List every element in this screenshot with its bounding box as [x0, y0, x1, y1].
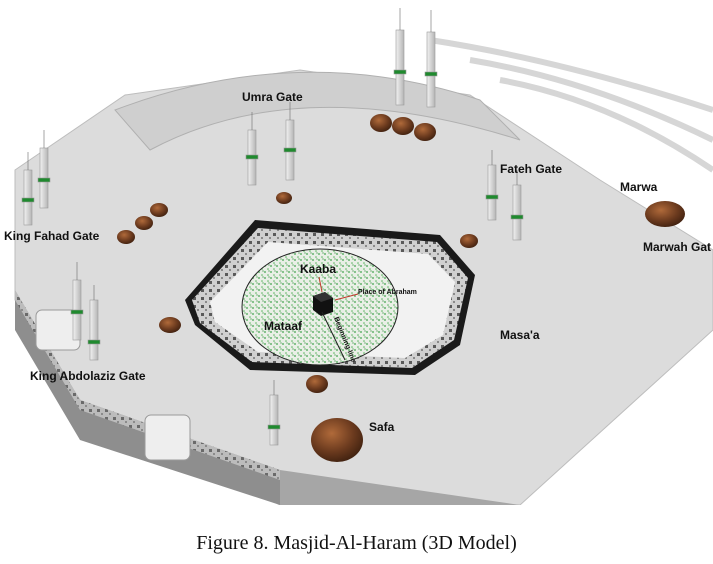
minaret	[87, 285, 101, 361]
dome	[370, 114, 392, 132]
dome	[117, 230, 135, 244]
minaret	[283, 102, 297, 181]
dome	[150, 203, 168, 217]
minaret	[510, 170, 524, 241]
minaret	[21, 152, 35, 226]
minaret	[267, 380, 281, 446]
umra-gate-label: Umra Gate	[242, 90, 303, 104]
figure-caption: Figure 8. Masjid-Al-Haram (3D Model)	[196, 532, 517, 554]
dome	[159, 317, 181, 333]
masjid-3d-model-figure: Umra Gate Fateh Gate Marwa Marwah Gat Ki…	[4, 8, 713, 505]
minaret	[393, 8, 407, 106]
masaa-label: Masa'a	[500, 328, 540, 342]
minaret	[37, 130, 51, 209]
dome	[392, 117, 414, 135]
dome	[460, 234, 478, 248]
kaaba-pointer	[318, 276, 323, 293]
abraham-pointer	[334, 293, 359, 301]
marwa-label: Marwa	[620, 180, 658, 194]
dome	[311, 418, 363, 462]
minaret	[485, 150, 499, 221]
dome	[276, 192, 292, 204]
kaaba-label: Kaaba	[300, 262, 336, 276]
place-of-abraham-label: Place of Abraham	[358, 289, 417, 296]
outer-arcs	[429, 37, 713, 173]
king-fahad-gate-label: King Fahad Gate	[4, 229, 100, 243]
dome	[306, 375, 328, 393]
marwah-gate-label: Marwah Gat	[643, 240, 711, 254]
minaret	[70, 262, 84, 341]
fateh-gate-label: Fateh Gate	[500, 162, 562, 176]
safa-label: Safa	[369, 420, 395, 434]
domes	[117, 114, 685, 462]
mataaf-label: Mataaf	[264, 319, 303, 333]
beginning-line	[321, 311, 346, 361]
kaaba	[313, 292, 333, 316]
minarets	[21, 8, 524, 446]
minaret	[424, 10, 438, 108]
front-right-wall	[280, 470, 520, 505]
king-abdolaziz-gate-label: King Abdolaziz Gate	[30, 369, 146, 383]
upper-arcade	[114, 71, 521, 151]
minaret	[245, 112, 259, 186]
front-block	[144, 414, 191, 461]
dome	[135, 216, 153, 230]
dome	[414, 123, 436, 141]
dome	[645, 201, 685, 227]
